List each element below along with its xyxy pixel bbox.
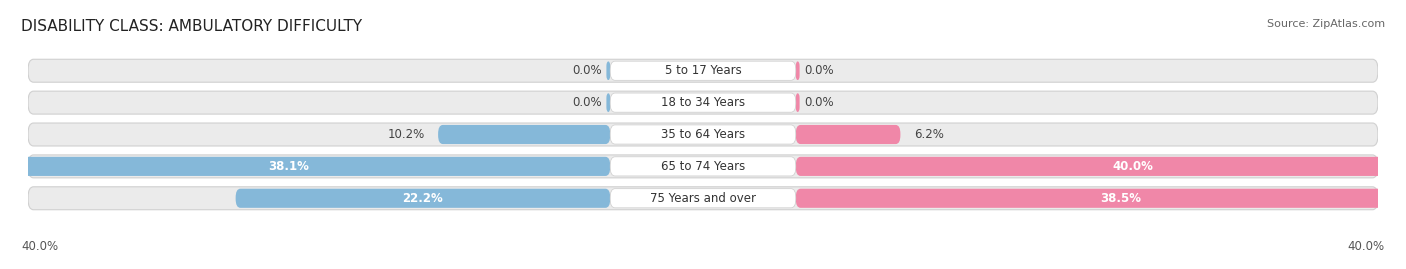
Text: 0.0%: 0.0% bbox=[572, 64, 602, 77]
Text: 40.0%: 40.0% bbox=[1348, 240, 1385, 253]
FancyBboxPatch shape bbox=[610, 157, 796, 176]
Text: 0.0%: 0.0% bbox=[804, 96, 834, 109]
FancyBboxPatch shape bbox=[606, 61, 610, 80]
Text: 0.0%: 0.0% bbox=[804, 64, 834, 77]
FancyBboxPatch shape bbox=[610, 93, 796, 112]
Text: DISABILITY CLASS: AMBULATORY DIFFICULTY: DISABILITY CLASS: AMBULATORY DIFFICULTY bbox=[21, 19, 363, 34]
Legend: Male, Female: Male, Female bbox=[633, 264, 773, 269]
FancyBboxPatch shape bbox=[610, 189, 796, 208]
Text: 38.1%: 38.1% bbox=[269, 160, 309, 173]
FancyBboxPatch shape bbox=[0, 157, 610, 176]
FancyBboxPatch shape bbox=[796, 61, 800, 80]
FancyBboxPatch shape bbox=[606, 93, 610, 112]
FancyBboxPatch shape bbox=[439, 125, 610, 144]
Text: 10.2%: 10.2% bbox=[388, 128, 425, 141]
FancyBboxPatch shape bbox=[610, 61, 796, 80]
Text: 40.0%: 40.0% bbox=[21, 240, 58, 253]
FancyBboxPatch shape bbox=[796, 189, 1406, 208]
FancyBboxPatch shape bbox=[796, 157, 1406, 176]
FancyBboxPatch shape bbox=[610, 125, 796, 144]
Text: 75 Years and over: 75 Years and over bbox=[650, 192, 756, 205]
FancyBboxPatch shape bbox=[236, 189, 610, 208]
FancyBboxPatch shape bbox=[28, 59, 1378, 82]
Text: 18 to 34 Years: 18 to 34 Years bbox=[661, 96, 745, 109]
FancyBboxPatch shape bbox=[28, 123, 1378, 146]
FancyBboxPatch shape bbox=[28, 91, 1378, 114]
Text: 5 to 17 Years: 5 to 17 Years bbox=[665, 64, 741, 77]
Text: 22.2%: 22.2% bbox=[402, 192, 443, 205]
Text: 38.5%: 38.5% bbox=[1099, 192, 1142, 205]
FancyBboxPatch shape bbox=[28, 187, 1378, 210]
FancyBboxPatch shape bbox=[28, 155, 1378, 178]
Text: 40.0%: 40.0% bbox=[1112, 160, 1154, 173]
Text: 0.0%: 0.0% bbox=[572, 96, 602, 109]
Text: 35 to 64 Years: 35 to 64 Years bbox=[661, 128, 745, 141]
FancyBboxPatch shape bbox=[796, 93, 800, 112]
FancyBboxPatch shape bbox=[796, 125, 900, 144]
Text: 65 to 74 Years: 65 to 74 Years bbox=[661, 160, 745, 173]
Text: Source: ZipAtlas.com: Source: ZipAtlas.com bbox=[1267, 19, 1385, 29]
Text: 6.2%: 6.2% bbox=[914, 128, 943, 141]
